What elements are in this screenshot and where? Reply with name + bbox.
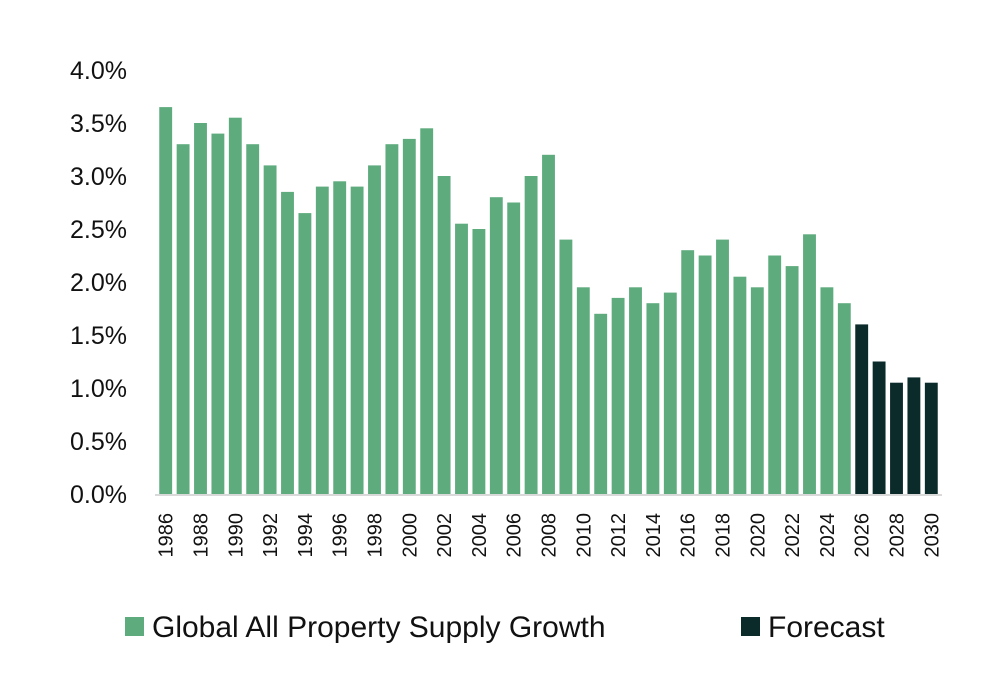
x-tick-label: 2024 (817, 513, 839, 558)
bar-supply-growth (402, 138, 416, 494)
bar-forecast (872, 361, 886, 494)
y-tick-label: 3.5% (70, 110, 127, 138)
bar-supply-growth (768, 255, 782, 494)
bar-supply-growth (420, 128, 434, 495)
legend-label-forecast: Forecast (768, 611, 885, 644)
x-tick-label: 2012 (608, 513, 630, 558)
x-tick-label: 2016 (678, 513, 700, 558)
bar-supply-growth (159, 107, 173, 494)
bar-supply-growth (228, 117, 242, 494)
x-tick-label: 1986 (156, 513, 178, 558)
bar-supply-growth (629, 287, 642, 494)
y-tick-label: 3.0% (70, 163, 127, 191)
bar-supply-growth (663, 292, 677, 494)
bar-supply-growth (750, 287, 764, 494)
x-tick-label: 1990 (225, 513, 247, 558)
bar-supply-growth (611, 297, 625, 494)
bar-supply-growth (211, 133, 225, 494)
bars (159, 107, 938, 495)
bar-forecast (924, 382, 938, 494)
bar-supply-growth (698, 255, 712, 494)
bar-supply-growth (542, 154, 555, 495)
bar-supply-growth (176, 144, 190, 494)
legend-swatch-forecast (741, 617, 760, 636)
x-axis-ticks: 1986 1988 1990 1992 1994 1996 1998 2000 2002 2004… (156, 513, 944, 558)
y-tick-label: 2.5% (70, 216, 127, 244)
x-tick-label: 2030 (921, 513, 943, 558)
x-tick-label: 1988 (191, 513, 213, 558)
y-tick-label: 1.5% (70, 322, 127, 350)
bar-supply-growth (263, 165, 277, 494)
x-tick-label: 2008 (539, 513, 561, 558)
bar-supply-growth (803, 234, 816, 495)
bar-supply-growth (281, 191, 294, 494)
bar-supply-growth (507, 202, 521, 494)
x-tick-label: 1994 (295, 513, 317, 558)
bar-supply-growth (298, 213, 312, 494)
bar-supply-growth (194, 123, 207, 494)
bar-forecast (855, 324, 869, 494)
legend: Global All Property Supply Growth Foreca… (125, 611, 885, 644)
x-tick-label: 2010 (573, 513, 595, 558)
bar-supply-growth (576, 287, 590, 494)
y-tick-label: 2.0% (70, 269, 127, 297)
bar-supply-growth (716, 239, 729, 494)
bar-supply-growth (646, 303, 660, 494)
x-tick-label: 2026 (852, 513, 874, 558)
bar-supply-growth (785, 266, 799, 494)
bar-supply-growth (820, 287, 834, 494)
bar-supply-growth (455, 223, 468, 494)
x-tick-label: 1998 (365, 513, 387, 558)
legend-label-supply-growth: Global All Property Supply Growth (152, 611, 606, 644)
x-tick-label: 2014 (643, 513, 665, 558)
y-axis-ticks: 0.0% 0.5% 1.0% 1.5% 2.0% 2.5% 3.0% 3.5% 4.0% (70, 57, 127, 509)
bar-forecast (890, 382, 903, 494)
y-tick-label: 0.0% (70, 481, 127, 509)
x-tick-label: 2002 (434, 513, 456, 558)
x-tick-label: 2022 (782, 513, 804, 558)
y-tick-label: 1.0% (70, 375, 127, 403)
bar-supply-growth (489, 197, 503, 494)
x-tick-label: 2006 (504, 513, 526, 558)
bar-supply-growth (368, 165, 381, 494)
x-tick-label: 2018 (713, 513, 735, 558)
bar-supply-growth (837, 303, 851, 494)
bar-supply-growth (246, 144, 260, 494)
bar-supply-growth (350, 186, 364, 494)
bar-supply-growth (315, 186, 329, 494)
bar-supply-growth (437, 176, 451, 494)
bar-supply-growth (559, 239, 573, 494)
x-tick-label: 2028 (887, 513, 909, 558)
bar-supply-growth (472, 229, 486, 494)
x-tick-label: 1996 (330, 513, 352, 558)
bar-supply-growth (733, 276, 747, 494)
legend-swatch-supply-growth (125, 617, 144, 636)
x-tick-label: 2020 (747, 513, 769, 558)
y-tick-label: 4.0% (70, 57, 127, 85)
bar-supply-growth (524, 176, 538, 494)
bar-supply-growth (594, 313, 608, 494)
bar-supply-growth (333, 181, 347, 495)
y-tick-label: 0.5% (70, 428, 127, 456)
x-tick-label: 2000 (399, 513, 421, 558)
bar-forecast (907, 377, 921, 494)
x-tick-label: 1992 (260, 513, 282, 558)
bar-supply-growth (681, 250, 695, 494)
bar-supply-growth (385, 144, 399, 494)
x-tick-label: 2004 (469, 513, 491, 558)
